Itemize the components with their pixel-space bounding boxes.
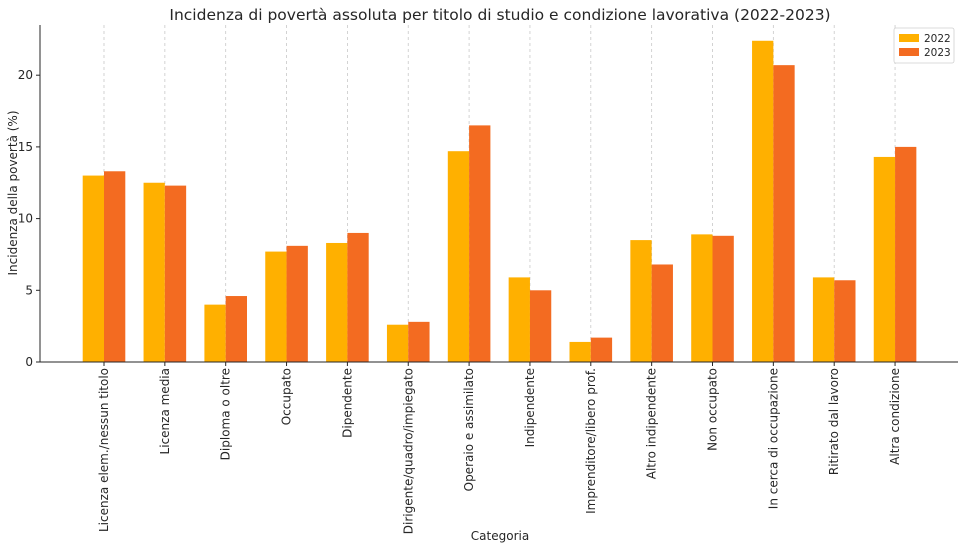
bar-2023-9 (590, 337, 613, 362)
x-tick-label: Dipendente (340, 368, 354, 438)
x-tick-label: Altro indipendente (645, 368, 659, 479)
bar-2023-14 (895, 146, 917, 362)
x-tick-label: Ritirato dal lavoro (827, 368, 841, 475)
bar-2022-3 (204, 304, 226, 362)
bar-2022-13 (812, 277, 835, 362)
chart-title: Incidenza di povertà assoluta per titolo… (169, 6, 830, 24)
x-tick-label: Operaio e assimilato (462, 368, 476, 491)
bar-2022-14 (873, 156, 896, 362)
legend-swatch-2022 (899, 34, 919, 42)
bar-2022-8 (508, 277, 530, 362)
bar-2023-5 (347, 232, 369, 362)
x-tick-labels: Licenza elem./nessun titolo Licenza media… (97, 368, 902, 534)
x-tick-label: Licenza elem./nessun titolo (97, 368, 111, 532)
x-tick-label: In cerca di occupazione (766, 368, 780, 509)
x-tick-label: Licenza media (158, 368, 172, 454)
legend-label-2022: 2022 (924, 33, 951, 45)
bar-2023-6 (408, 321, 430, 362)
bar-2023-12 (773, 65, 795, 362)
legend-swatch-2023 (899, 48, 919, 56)
x-tick-label: Indipendente (523, 368, 537, 447)
y-tick-label: 5 (25, 283, 33, 297)
x-tick-label: Occupato (280, 368, 294, 425)
x-tick-label: Diploma o oltre (219, 368, 233, 460)
bar-2022-4 (265, 251, 287, 362)
bar-2022-5 (326, 242, 348, 362)
x-tick-label: Imprenditore/libero prof. (584, 368, 598, 514)
x-tick-label: Altra condizione (888, 368, 902, 465)
y-tick-label: 20 (18, 68, 33, 82)
bar-2023-4 (286, 245, 308, 362)
y-tick-label: 10 (18, 212, 33, 226)
x-tick-label: Dirigente/quadro/impiegato (401, 368, 415, 534)
bar-2022-11 (691, 234, 713, 362)
bar-2022-9 (569, 341, 591, 362)
bar-2023-2 (164, 185, 187, 362)
bar-2022-2 (143, 182, 165, 362)
y-tick-labels: 0 5 10 15 20 (18, 68, 33, 369)
bar-2023-3 (225, 296, 247, 362)
legend-label-2023: 2023 (924, 47, 951, 59)
bars (82, 40, 917, 362)
x-axis-label: Categoria (471, 529, 529, 543)
y-axis-label: Incidenza della povertà (%) (6, 111, 20, 276)
bar-2023-11 (712, 235, 734, 362)
bar-2023-8 (529, 290, 552, 362)
y-tick-label: 15 (18, 140, 33, 154)
bar-2023-7 (469, 125, 491, 362)
axes (36, 25, 958, 366)
legend: 2022 2023 (893, 27, 955, 64)
bar-2022-1 (82, 175, 104, 362)
bar-2022-12 (752, 40, 774, 362)
bar-2022-6 (386, 324, 409, 362)
bar-2023-13 (834, 280, 856, 362)
x-tick-label: Non occupato (706, 368, 720, 451)
bar-2023-10 (651, 264, 673, 362)
y-tick-label: 0 (25, 355, 33, 369)
bar-2022-7 (447, 151, 470, 362)
bar-2022-10 (630, 240, 652, 362)
bar-2023-1 (104, 171, 126, 362)
